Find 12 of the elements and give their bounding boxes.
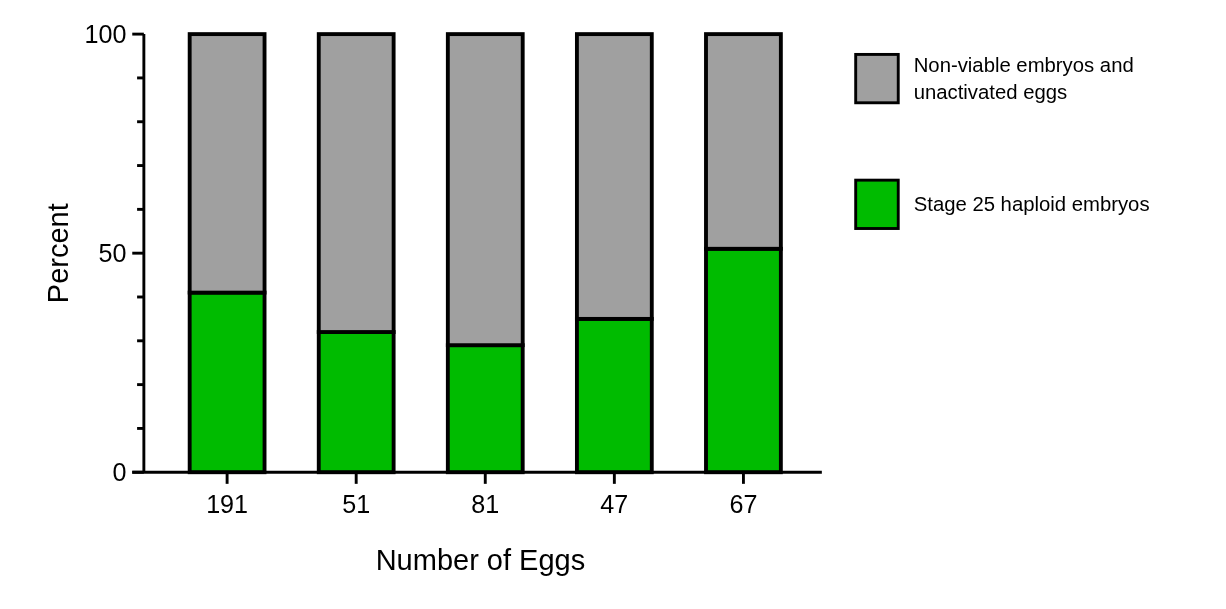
text: Stage 25 haploid embryos <box>913 193 1150 216</box>
text: Non-viable embryos and unactivated eggs <box>913 54 1134 104</box>
x-tick-label: 81 <box>471 489 500 518</box>
x-tick-label: 51 <box>342 489 371 518</box>
y-tick-label: 100 <box>84 19 127 48</box>
y-tick-label: 0 <box>112 458 127 487</box>
x-tick-label: 191 <box>206 489 249 518</box>
x-tick-label: 67 <box>729 489 758 518</box>
y-axis-title: Percent <box>42 203 75 304</box>
x-tick-label: 47 <box>600 489 629 518</box>
x-axis-title: Number of Eggs <box>375 543 586 576</box>
y-tick-label: 50 <box>98 238 127 267</box>
